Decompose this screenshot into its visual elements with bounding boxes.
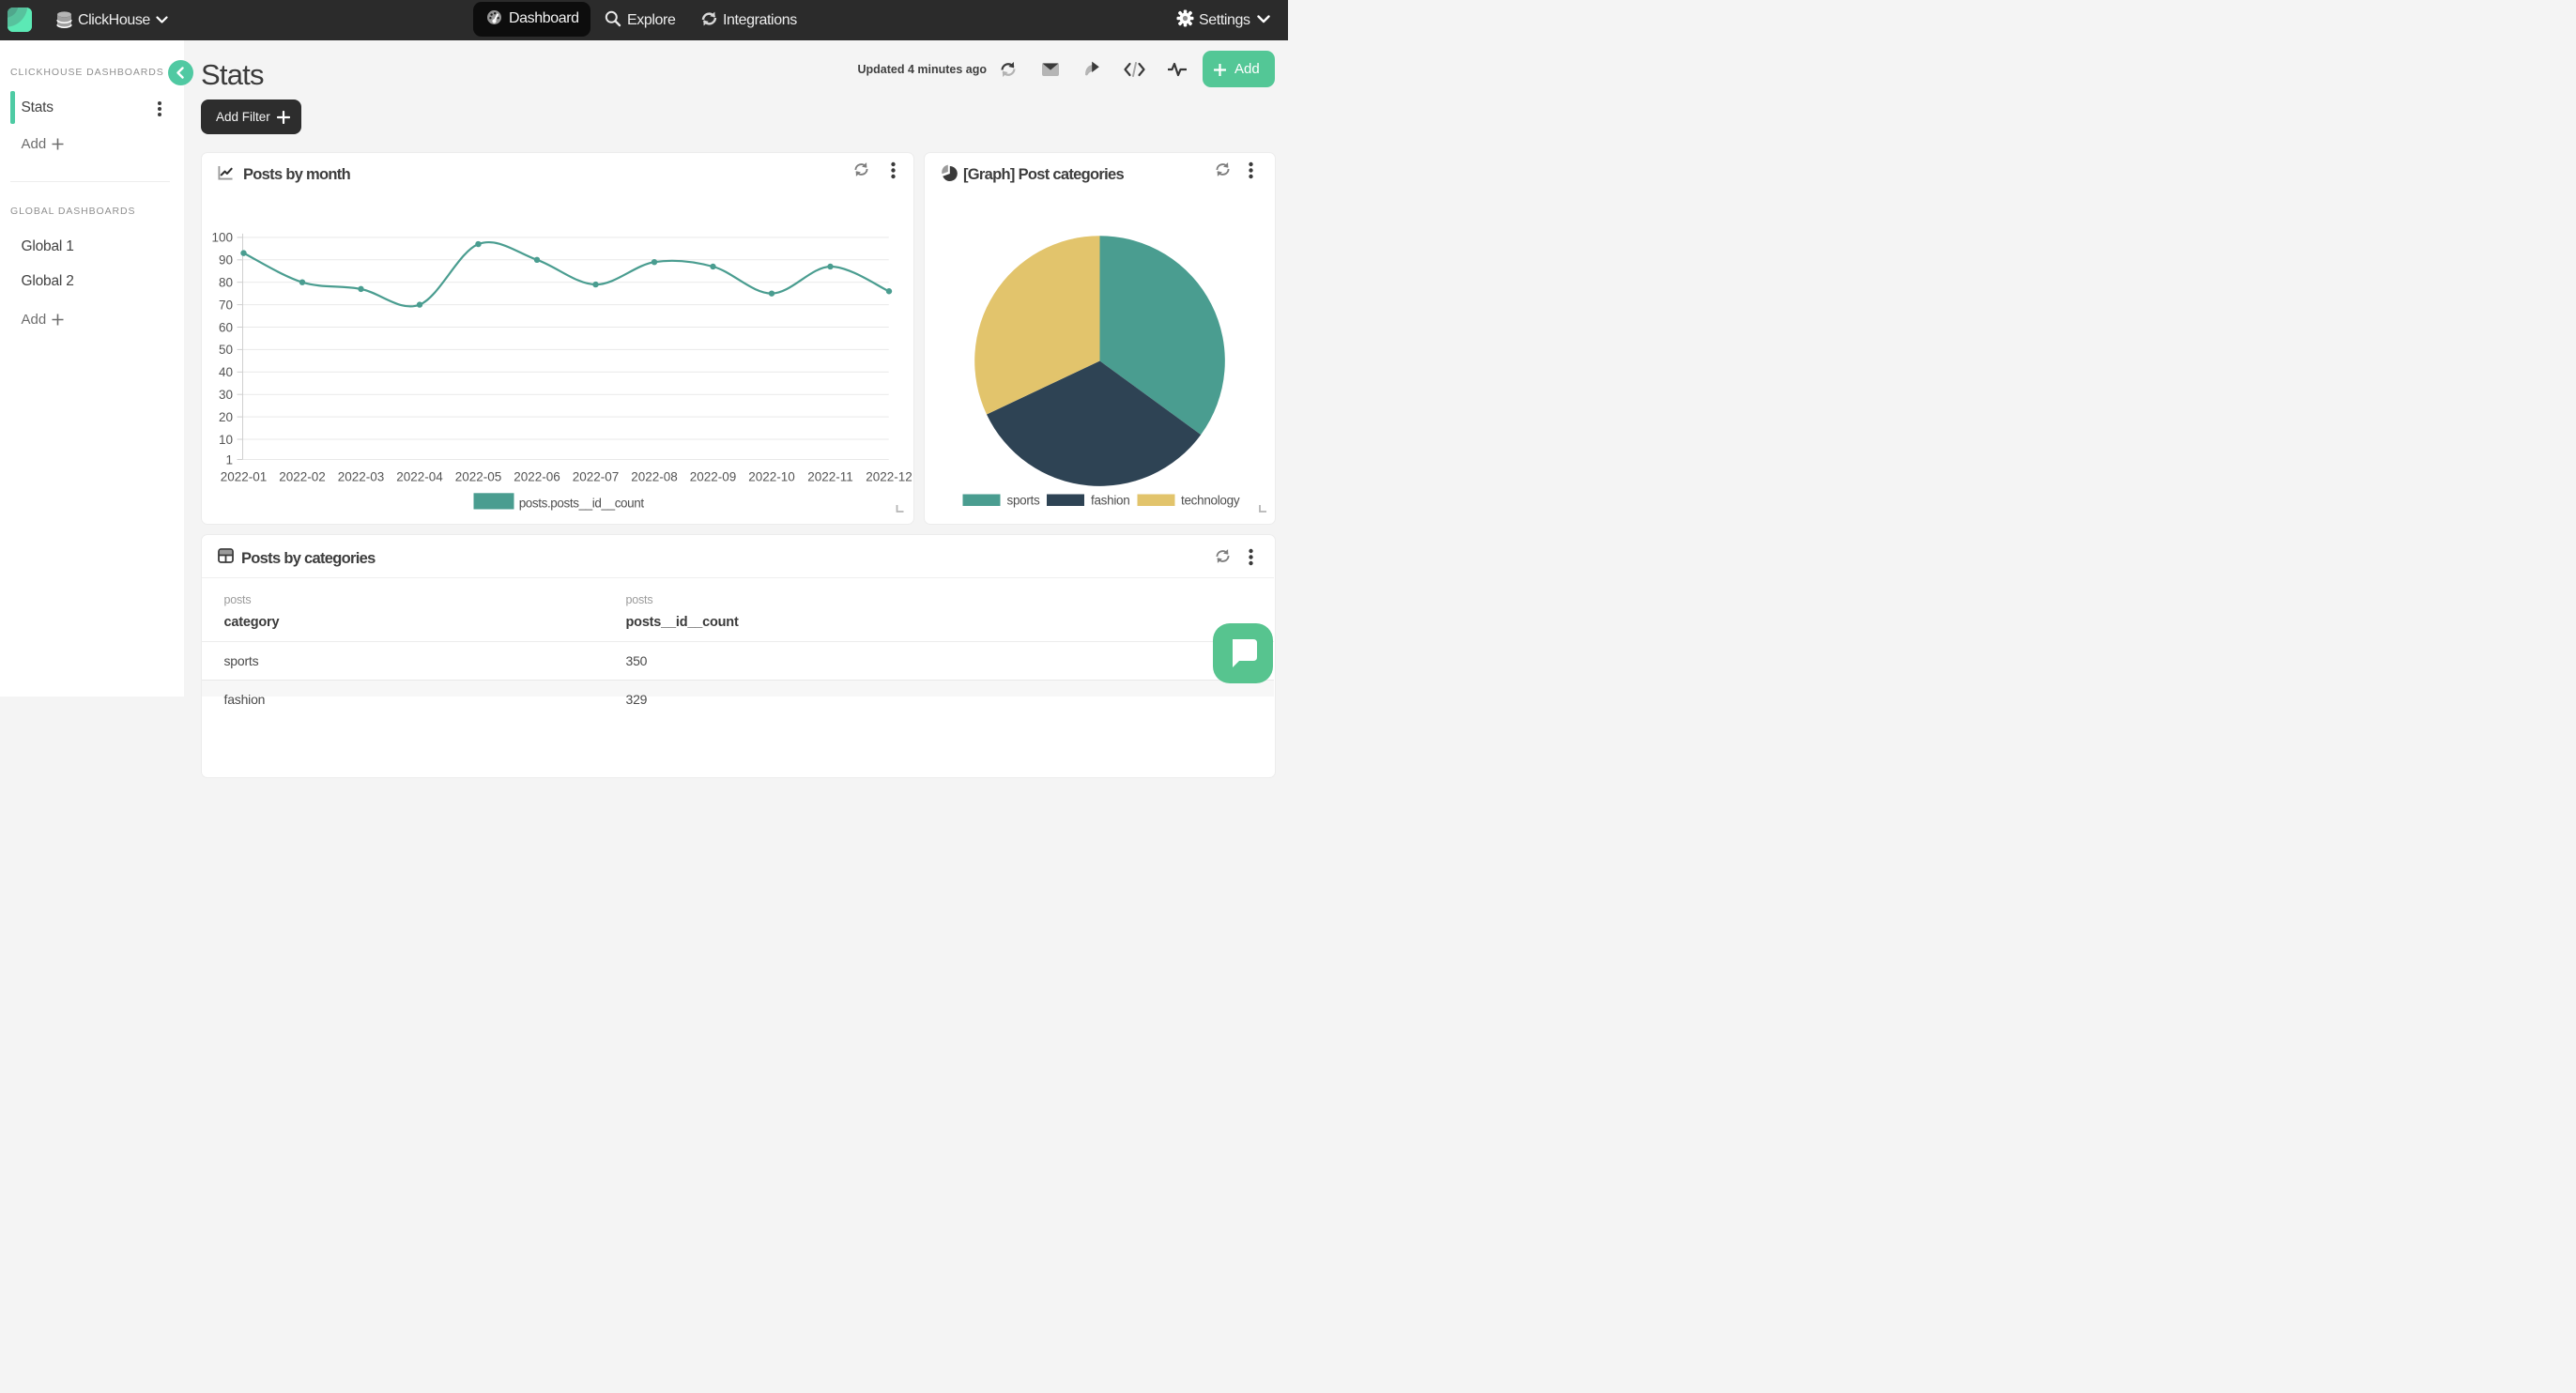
svg-text:2022-03: 2022-03 bbox=[338, 469, 385, 483]
svg-text:technology: technology bbox=[1181, 493, 1240, 507]
svg-text:90: 90 bbox=[219, 253, 233, 267]
svg-text:2022-08: 2022-08 bbox=[631, 469, 678, 483]
svg-text:2022-11: 2022-11 bbox=[807, 469, 853, 483]
svg-text:20: 20 bbox=[219, 409, 233, 423]
svg-text:2022-04: 2022-04 bbox=[396, 469, 443, 483]
svg-text:1: 1 bbox=[225, 452, 233, 467]
svg-text:2022-01: 2022-01 bbox=[221, 469, 268, 483]
svg-text:2022-12: 2022-12 bbox=[866, 469, 912, 483]
svg-text:2022-07: 2022-07 bbox=[573, 469, 620, 483]
svg-text:10: 10 bbox=[219, 432, 233, 446]
svg-text:fashion: fashion bbox=[1091, 493, 1129, 507]
svg-text:30: 30 bbox=[219, 387, 233, 401]
svg-text:80: 80 bbox=[219, 275, 233, 289]
svg-text:60: 60 bbox=[219, 320, 233, 334]
svg-text:2022-06: 2022-06 bbox=[514, 469, 560, 483]
svg-text:2022-10: 2022-10 bbox=[748, 469, 795, 483]
svg-text:70: 70 bbox=[219, 298, 233, 312]
svg-text:2022-02: 2022-02 bbox=[279, 469, 326, 483]
svg-text:40: 40 bbox=[219, 365, 233, 379]
svg-text:posts.posts__id__count: posts.posts__id__count bbox=[519, 496, 645, 510]
svg-text:50: 50 bbox=[219, 343, 233, 357]
svg-text:100: 100 bbox=[211, 230, 233, 244]
svg-text:2022-05: 2022-05 bbox=[455, 469, 502, 483]
svg-text:sports: sports bbox=[1006, 493, 1040, 507]
svg-text:2022-09: 2022-09 bbox=[690, 469, 737, 483]
